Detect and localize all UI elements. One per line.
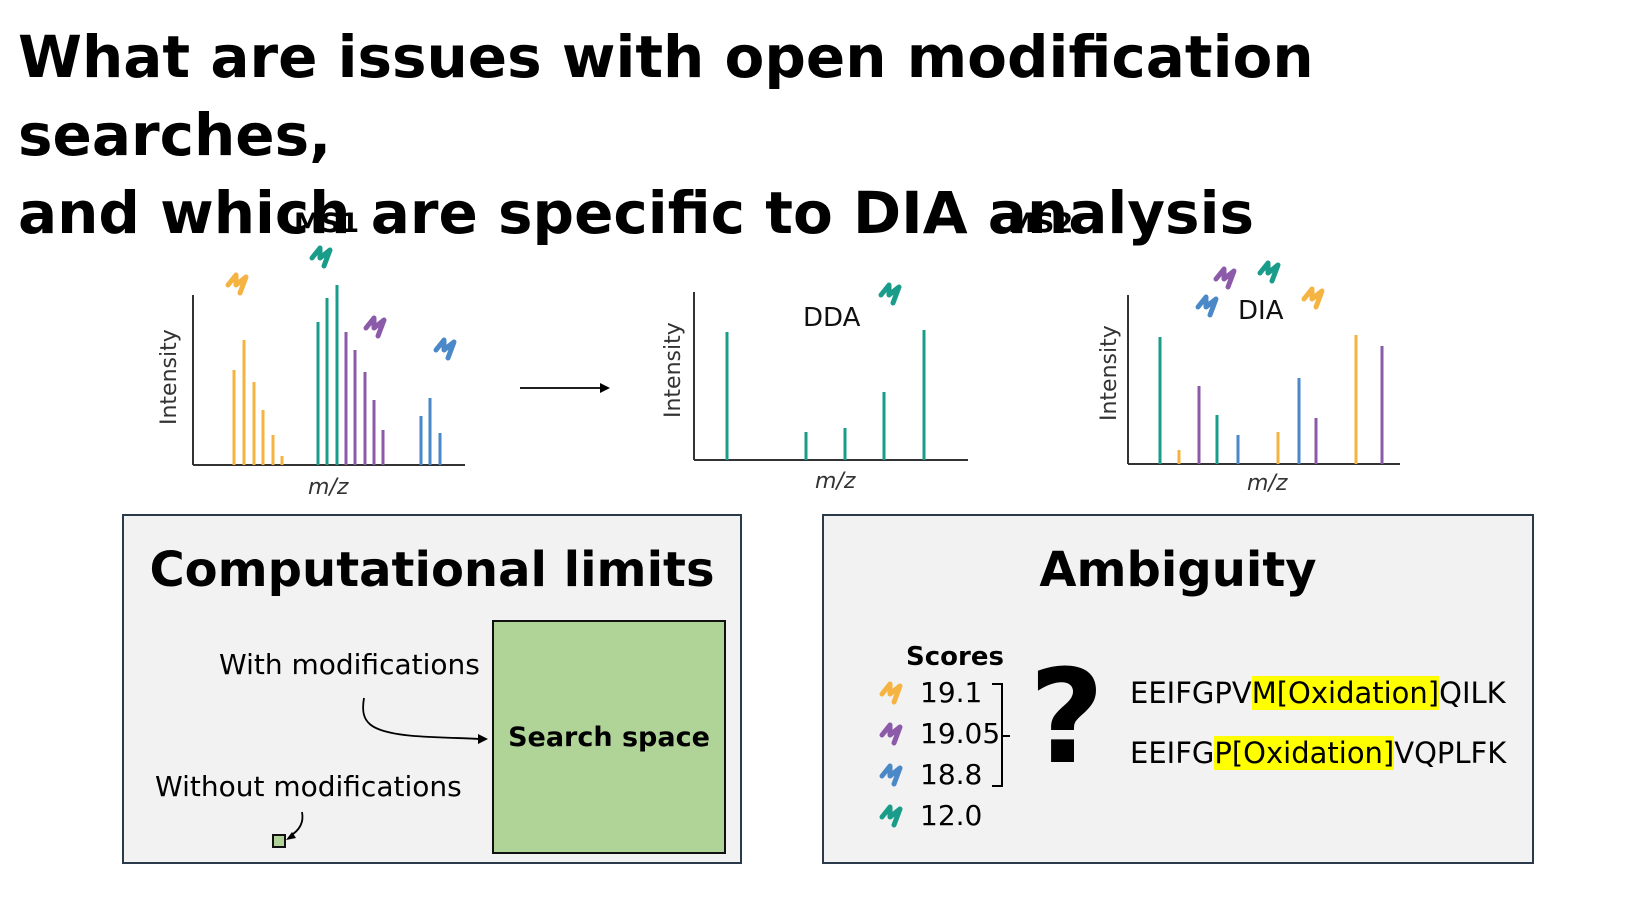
peptide-icon-purple — [1213, 266, 1237, 290]
score-value: 19.1 — [920, 676, 983, 709]
ms1-spectrum: Intensity m/z — [157, 245, 465, 500]
dda-spectrum: DDA Intensity m/z — [661, 282, 968, 494]
score-value: 12.0 — [920, 799, 983, 832]
dia-xlabel: m/z — [1247, 471, 1288, 496]
peptide-icon-orange — [879, 681, 903, 705]
peptide-icon-teal — [1257, 260, 1281, 284]
computational-limits-title: Computational limits — [149, 542, 715, 598]
without-modifications-label: Without modifications — [155, 770, 462, 803]
ambiguity-title: Ambiguity — [1039, 542, 1317, 598]
dda-label: DDA — [803, 303, 861, 333]
seq1-prefix: EEIFGPV — [1130, 676, 1252, 710]
search-space-box: Search space — [492, 620, 726, 854]
arrow-with-mods — [362, 697, 488, 744]
seq1-modification: M[Oxidation] — [1251, 676, 1440, 710]
peptide-sequence-1: EEIFGPVM[Oxidation]QILK — [1130, 676, 1506, 710]
peptide-icon-teal — [879, 804, 903, 828]
score-bracket — [992, 683, 1010, 787]
slide-title: What are issues with open modification s… — [18, 18, 1628, 252]
score-value: 18.8 — [920, 758, 983, 791]
peptide-icon-purple — [363, 315, 387, 339]
title-line-1: What are issues with open modification s… — [18, 23, 1314, 169]
dia-label: DIA — [1238, 296, 1284, 326]
scores-header: Scores — [906, 642, 1004, 672]
with-modifications-label: With modifications — [219, 648, 480, 681]
ms2-label: MS2 — [1008, 208, 1074, 239]
arrow-without-mods — [286, 811, 304, 840]
ms1-label: MS1 — [294, 208, 360, 239]
peptide-icon-teal — [878, 282, 902, 306]
dda-xlabel: m/z — [815, 469, 856, 494]
arrow-ms1-to-ms2 — [520, 383, 610, 393]
title-line-2: and which are specific to DIA analysis — [18, 179, 1254, 247]
score-value: 19.05 — [920, 717, 1001, 750]
peptide-icon-teal — [309, 245, 333, 269]
ms1-ylabel: Intensity — [157, 329, 182, 425]
small-search-space-box — [272, 834, 286, 848]
seq2-prefix: EEIFG — [1130, 736, 1215, 770]
peptide-icon-orange — [1301, 286, 1325, 310]
computational-limits-panel: Computational limits With modifications … — [122, 514, 742, 864]
question-mark: ? — [1029, 641, 1105, 793]
dia-ylabel: Intensity — [1097, 325, 1122, 421]
peptide-sequence-2: EEIFGP[Oxidation]VQPLFK — [1130, 736, 1506, 770]
ambiguity-panel: Ambiguity Scores 19.1 19.05 18.8 12.0 ? … — [822, 514, 1534, 864]
score-icons — [879, 681, 903, 828]
peptide-icon-orange — [225, 272, 249, 296]
peptide-icon-purple — [879, 722, 903, 746]
peptide-icon-blue — [433, 337, 457, 361]
ms1-xlabel: m/z — [308, 475, 349, 500]
seq1-suffix: QILK — [1439, 676, 1506, 710]
search-space-label: Search space — [508, 721, 710, 753]
dda-ylabel: Intensity — [661, 322, 686, 418]
peptide-icon-blue — [879, 763, 903, 787]
peptide-icon-blue — [1195, 294, 1219, 318]
seq2-suffix: VQPLFK — [1394, 736, 1507, 770]
dia-spectrum: DIA Intensity m/z — [1097, 260, 1400, 496]
seq2-modification: P[Oxidation] — [1214, 736, 1395, 770]
